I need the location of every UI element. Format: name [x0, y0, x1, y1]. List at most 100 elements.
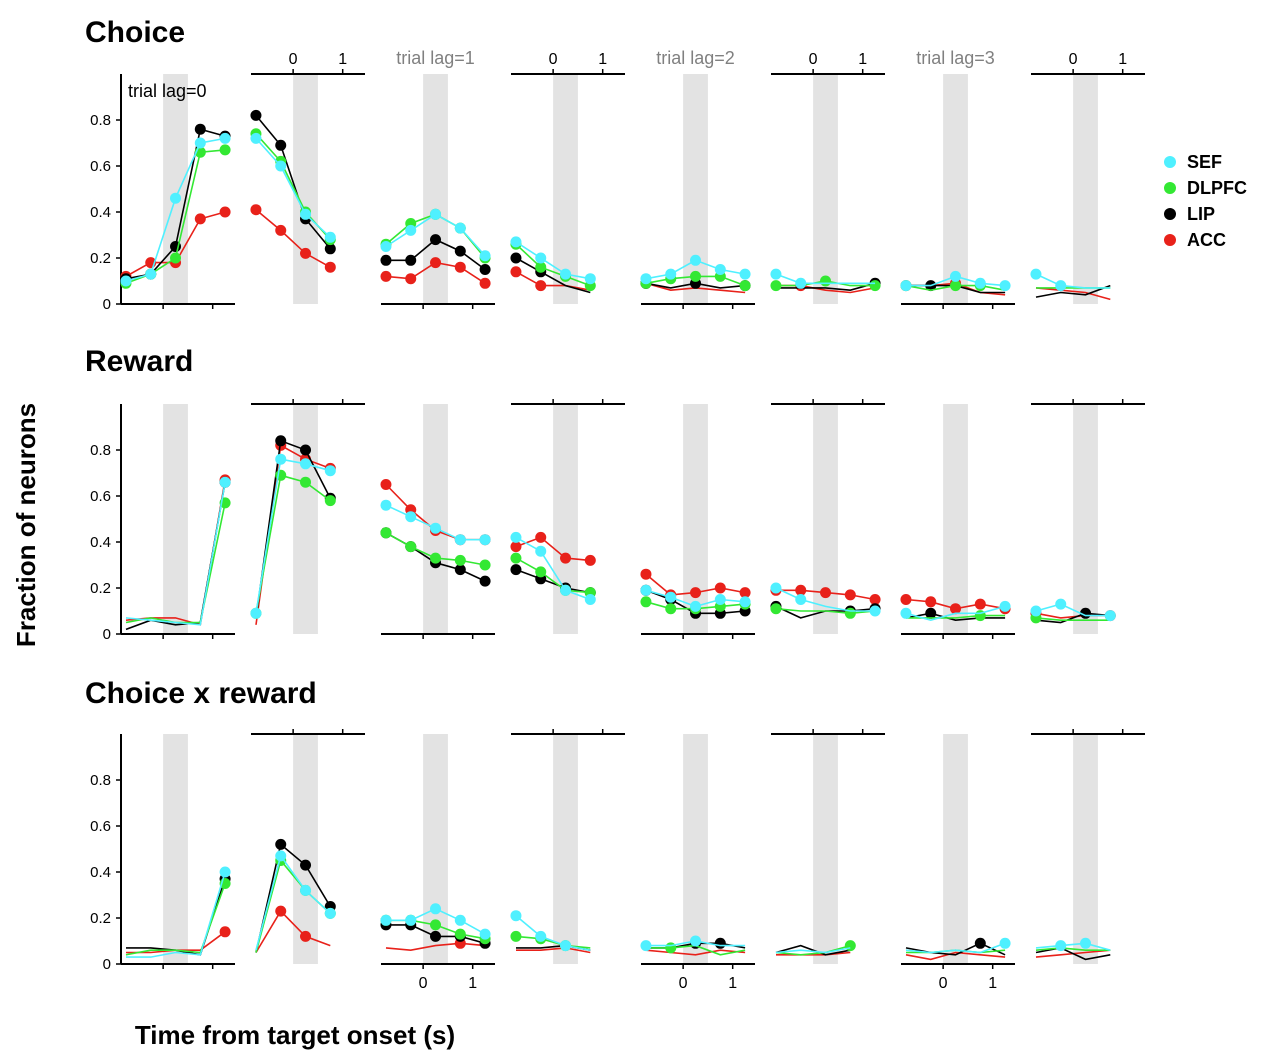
series-line-dlpfc: [1035, 947, 1111, 952]
data-point-acc: [844, 589, 856, 601]
y-tick-label: 0: [103, 956, 111, 973]
data-point-sef: [510, 910, 522, 922]
data-point-lip: [380, 254, 392, 266]
legend-marker-acc: [1164, 234, 1176, 246]
data-point-acc: [219, 206, 231, 218]
x-tick-label: 0: [1069, 51, 1078, 68]
data-point-acc: [535, 531, 547, 543]
data-point-dlpfc: [300, 476, 312, 488]
data-point-sef: [324, 231, 336, 243]
data-point-acc: [690, 587, 702, 599]
subplot: [1031, 729, 1145, 964]
data-point-sef: [640, 273, 652, 285]
series-line-acc: [516, 947, 591, 954]
y-tick-label: 0.8: [90, 442, 111, 459]
data-point-acc: [300, 247, 312, 259]
data-point-lip: [324, 243, 336, 255]
subplot: 0 0.2 0.4 0.6 0.8: [90, 404, 235, 643]
subplot: [770, 399, 885, 634]
data-point-lip: [250, 109, 262, 121]
data-point-sef: [405, 914, 417, 926]
shaded-interval: [293, 404, 318, 634]
shaded-interval: [1073, 404, 1098, 634]
series-line-lip: [1035, 612, 1111, 624]
shaded-interval: [683, 734, 708, 964]
data-point-sef: [1104, 610, 1116, 622]
data-point-lip: [405, 254, 417, 266]
data-point-sef: [770, 268, 782, 280]
data-point-sef: [145, 268, 157, 280]
shaded-interval: [553, 404, 578, 634]
subplot: [510, 399, 625, 634]
series-line-lip: [775, 944, 851, 956]
data-point-acc: [275, 224, 287, 236]
data-point-dlpfc: [430, 919, 442, 931]
data-point-sef: [535, 930, 547, 942]
data-point-sef: [1055, 280, 1067, 292]
series-line-sef: [775, 947, 851, 954]
data-point-acc: [380, 479, 392, 490]
x-tick-label: 1: [468, 975, 477, 992]
data-point-sef: [300, 884, 312, 896]
data-point-acc: [535, 280, 547, 292]
series-line-acc: [776, 951, 851, 956]
legend-marker-dlpfc: [1164, 182, 1176, 194]
legend-marker-lip: [1164, 208, 1176, 220]
data-point-acc: [454, 261, 466, 273]
series-line-acc: [385, 942, 486, 952]
data-point-dlpfc: [454, 554, 466, 566]
data-point-sef: [714, 264, 726, 275]
data-point-lip: [454, 564, 466, 576]
data-point-dlpfc: [535, 261, 547, 273]
shaded-interval: [163, 74, 188, 304]
series-line-sef: [775, 587, 876, 612]
data-point-sef: [795, 277, 807, 289]
data-point-sef: [1030, 268, 1042, 280]
data-point-acc: [869, 594, 881, 605]
data-point-lip: [925, 607, 937, 619]
data-point-dlpfc: [324, 495, 336, 507]
x-tick-label: 0: [549, 51, 558, 68]
data-point-sef: [275, 850, 287, 862]
data-point-dlpfc: [479, 559, 491, 571]
data-point-lip: [275, 435, 287, 447]
y-tick-label: 0.4: [90, 204, 111, 221]
data-point-sef: [430, 522, 442, 534]
shaded-interval: [943, 74, 968, 304]
data-point-dlpfc: [380, 527, 392, 539]
data-point-sef: [219, 132, 231, 144]
series-line-lip: [255, 842, 331, 953]
data-point-lip: [194, 123, 206, 135]
x-tick-label: 1: [728, 975, 737, 992]
series-line-dlpfc: [515, 243, 591, 287]
data-point-sef: [300, 458, 312, 470]
legend-marker-sef: [1164, 156, 1176, 168]
data-point-acc: [219, 926, 231, 938]
data-point-sef: [405, 224, 417, 236]
data-point-sef: [714, 594, 726, 605]
data-point-dlpfc: [690, 270, 702, 282]
legend-label-dlpfc: DLPFC: [1187, 178, 1247, 198]
data-point-sef: [560, 268, 572, 280]
x-tick-label: 0: [419, 975, 428, 992]
x-tick-label: 1: [858, 51, 867, 68]
data-point-lip: [479, 264, 491, 275]
data-point-dlpfc: [170, 252, 182, 264]
series-line-acc: [255, 209, 331, 268]
subplot: trial lag=3: [900, 48, 1015, 309]
data-point-sef: [1055, 940, 1067, 952]
data-point-dlpfc: [820, 275, 832, 287]
subplot: [771, 729, 885, 964]
data-point-acc: [510, 266, 522, 278]
data-point-sef: [430, 903, 442, 915]
lag-label: trial lag=1: [396, 48, 475, 68]
data-point-sef: [535, 252, 547, 264]
data-point-sef: [869, 605, 881, 617]
data-point-acc: [510, 541, 522, 553]
subplot: [900, 404, 1015, 639]
data-point-sef: [275, 453, 287, 465]
x-tick-label: 0: [289, 51, 298, 68]
series-line-sef: [775, 273, 876, 285]
